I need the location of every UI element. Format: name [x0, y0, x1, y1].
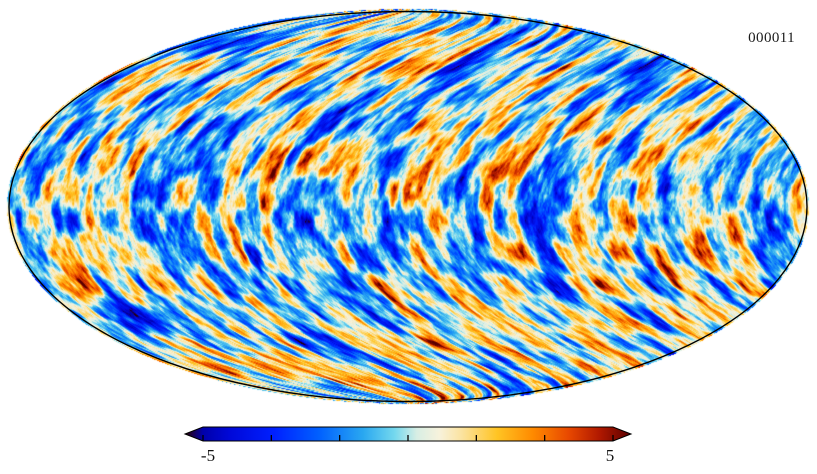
- colorbar-min-label: -5: [201, 446, 215, 465]
- colorbar-max-label: 5: [606, 446, 615, 465]
- skymap-heatmap: [5, 7, 811, 406]
- colorbar: -5 5: [0, 414, 817, 474]
- colorbar-ticks: [202, 435, 614, 441]
- colorbar-svg: -5 5: [183, 426, 633, 465]
- skymap-panel: [5, 7, 811, 406]
